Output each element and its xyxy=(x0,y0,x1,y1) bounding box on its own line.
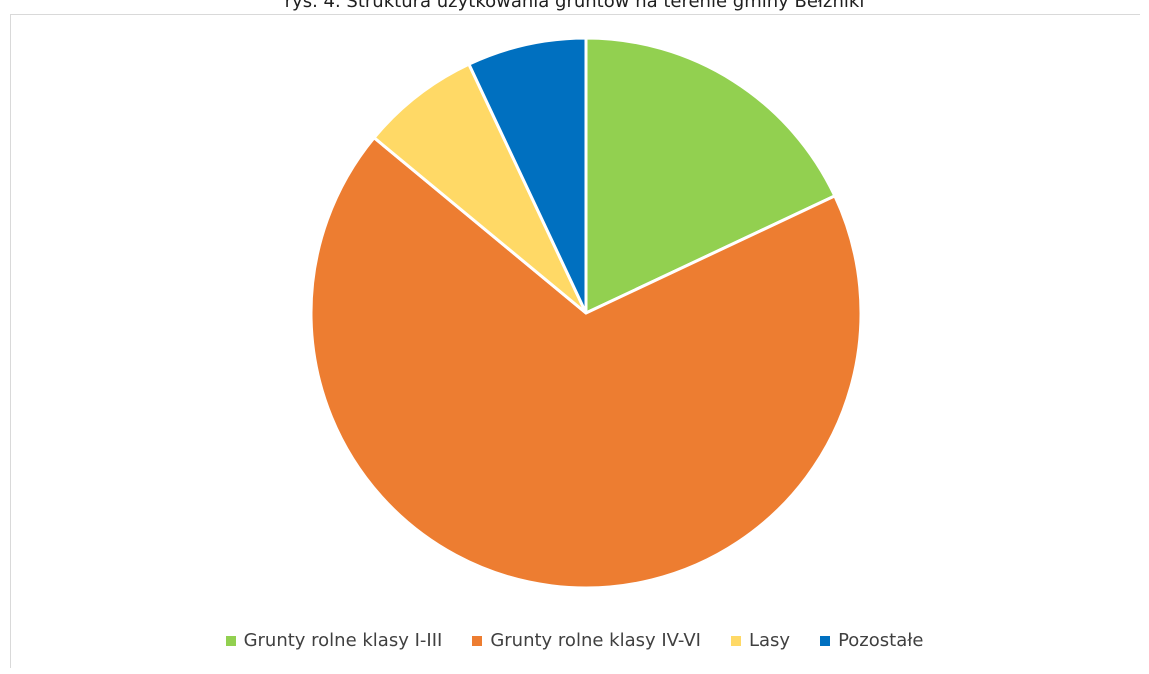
legend-swatch xyxy=(225,635,236,646)
legend-label: Grunty rolne klasy IV-VI xyxy=(490,630,701,651)
legend-swatch xyxy=(730,635,741,646)
legend-item-1: Grunty rolne klasy I-III xyxy=(225,630,443,651)
legend-item-2: Grunty rolne klasy IV-VI xyxy=(472,630,701,651)
pie-slice-1 xyxy=(584,36,837,316)
legend-label: Lasy xyxy=(748,630,791,651)
legend-swatch xyxy=(472,635,483,646)
pie-slice-2 xyxy=(309,135,863,590)
chart-caption: rys. 4. Struktura użytkowania gruntów na… xyxy=(284,0,865,12)
chart-frame xyxy=(10,14,1140,668)
pie-slice-3 xyxy=(371,62,588,315)
legend-swatch xyxy=(820,635,831,646)
legend-label: Grunty rolne klasy I-III xyxy=(243,630,443,651)
chart-legend: Grunty rolne klasy I-III Grunty rolne kla… xyxy=(0,630,1149,651)
legend-item-3: Lasy xyxy=(730,630,791,651)
pie-slice-4 xyxy=(466,36,588,314)
legend-label: Pozostałe xyxy=(838,630,924,651)
legend-item-4: Pozostałe xyxy=(820,630,923,651)
